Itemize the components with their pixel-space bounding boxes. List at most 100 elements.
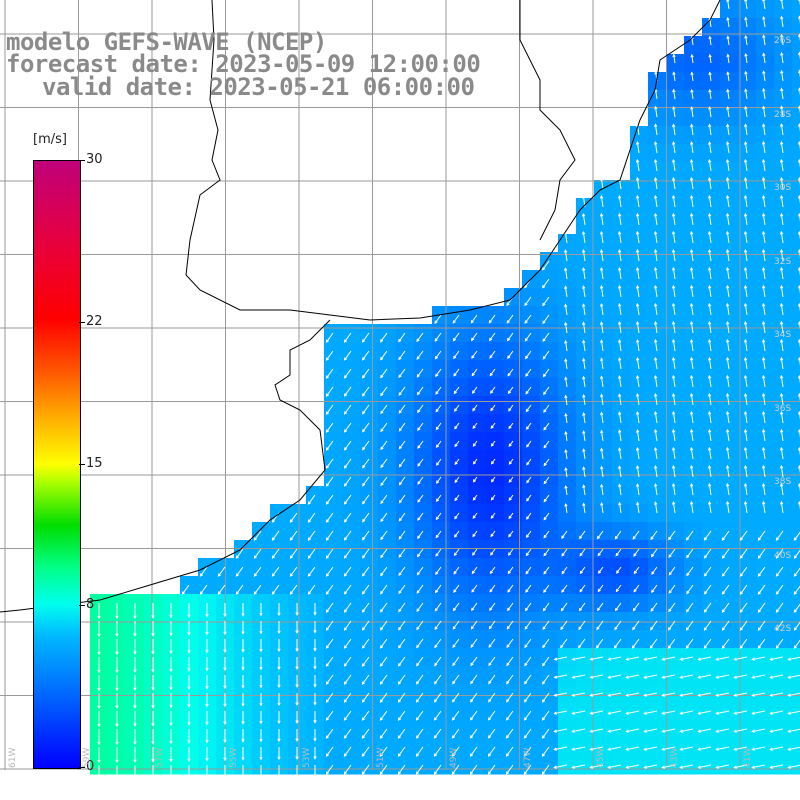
- wind-speed-cell: [756, 0, 775, 19]
- wind-arrow: [416, 692, 424, 703]
- wind-arrow-head: [798, 69, 800, 74]
- wind-arrow: [543, 440, 550, 448]
- wind-arrow: [618, 448, 622, 460]
- wind-arrow: [758, 530, 766, 541]
- wind-speed-cell: [612, 684, 631, 703]
- wind-arrow-head: [398, 572, 402, 577]
- wind-arrow: [650, 620, 658, 630]
- wind-arrow: [582, 213, 586, 226]
- wind-arrow-head: [725, 464, 730, 469]
- wind-arrow: [600, 249, 604, 262]
- wind-arrow-head: [325, 465, 330, 469]
- wind-arrow: [380, 530, 388, 540]
- wind-arrow: [454, 530, 460, 538]
- wind-arrow: [583, 503, 586, 514]
- wind-arrow-head: [325, 447, 330, 451]
- wind-arrow-head: [313, 738, 317, 742]
- wind-arrow-head: [643, 711, 647, 715]
- colorbar-tick-mark: [79, 321, 85, 323]
- wind-arrow: [690, 357, 694, 370]
- wind-arrow-head: [507, 589, 511, 593]
- wind-arrow: [776, 566, 784, 577]
- wind-arrow: [454, 476, 460, 483]
- wind-arrow-head: [689, 248, 694, 253]
- wind-speed-cell: [738, 468, 757, 487]
- wind-arrow: [780, 16, 784, 28]
- wind-arrow: [489, 566, 496, 574]
- wind-arrow-head: [452, 607, 457, 612]
- wind-arrow: [618, 231, 622, 244]
- wind-arrow-head: [797, 482, 800, 487]
- wind-arrow-head: [488, 626, 492, 630]
- wind-arrow: [472, 404, 478, 411]
- wind-arrow-head: [779, 230, 784, 235]
- wind-arrow-head: [277, 684, 281, 689]
- wind-arrow-head: [295, 612, 299, 616]
- wind-arrow-head: [223, 757, 227, 762]
- wind-arrow-head: [325, 519, 330, 523]
- wind-arrow: [600, 177, 604, 190]
- wind-arrow: [471, 332, 478, 341]
- wind-arrow: [398, 656, 406, 667]
- wind-arrow-head: [343, 411, 348, 415]
- wind-speed-cell: [702, 216, 721, 235]
- wind-arrow: [740, 584, 748, 595]
- wind-speed-cell: [702, 108, 721, 127]
- wind-arrow-head: [380, 374, 384, 379]
- wind-arrow-head: [761, 176, 766, 181]
- wind-arrow-head: [743, 284, 748, 289]
- wind-speed-cell: [594, 270, 613, 289]
- wind-speed-cell: [720, 468, 739, 487]
- wind-arrow: [726, 213, 730, 226]
- wind-arrow-head: [571, 693, 575, 697]
- wind-speed-cell: [720, 666, 739, 685]
- wind-arrow: [644, 746, 658, 751]
- wind-arrow: [398, 764, 406, 775]
- wind-arrow-head: [541, 717, 546, 721]
- wind-arrow: [654, 159, 658, 172]
- wind-speed-cell: [774, 396, 793, 415]
- wind-arrow: [672, 502, 676, 514]
- wind-arrow-head: [506, 320, 510, 324]
- wind-arrow-head: [295, 774, 299, 778]
- wind-speed-cell: [684, 468, 703, 487]
- wind-arrow-head: [470, 320, 474, 324]
- wind-arrow: [672, 213, 676, 226]
- wind-arrow-head: [589, 765, 593, 769]
- longitude-label: 49W: [449, 747, 459, 768]
- wind-arrow-head: [451, 771, 456, 775]
- wind-arrow: [416, 368, 424, 378]
- wind-arrow: [436, 494, 442, 502]
- wind-speed-cell: [738, 342, 757, 361]
- wind-arrow: [471, 602, 478, 611]
- wind-arrow-head: [779, 284, 784, 289]
- wind-speed-cell: [792, 468, 800, 487]
- wind-arrow: [380, 746, 388, 757]
- wind-arrow-head: [739, 537, 743, 541]
- wind-arrow: [362, 386, 370, 397]
- wind-arrow-head: [271, 591, 275, 595]
- wind-speed-cell: [630, 342, 649, 361]
- wind-arrow: [543, 404, 550, 413]
- wind-arrow-head: [379, 627, 384, 631]
- wind-arrow: [344, 710, 352, 721]
- wind-arrow: [745, 53, 748, 64]
- wind-arrow: [579, 584, 586, 593]
- wind-arrow-head: [241, 739, 245, 743]
- wind-arrow-head: [223, 667, 227, 672]
- wind-arrow-head: [689, 446, 694, 451]
- wind-arrow-head: [721, 609, 726, 613]
- wind-speed-cell: [738, 198, 757, 217]
- wind-arrow: [470, 728, 478, 739]
- wind-arrow: [470, 764, 478, 775]
- wind-arrow-head: [451, 717, 456, 721]
- wind-arrow-head: [397, 771, 401, 775]
- wind-arrow: [636, 195, 640, 208]
- wind-speed-cell: [594, 684, 613, 703]
- wind-arrow-head: [525, 571, 529, 575]
- wind-arrow: [326, 584, 334, 595]
- wind-arrow: [752, 764, 766, 769]
- wind-arrow-head: [798, 105, 800, 109]
- wind-speed-cell: [792, 162, 800, 181]
